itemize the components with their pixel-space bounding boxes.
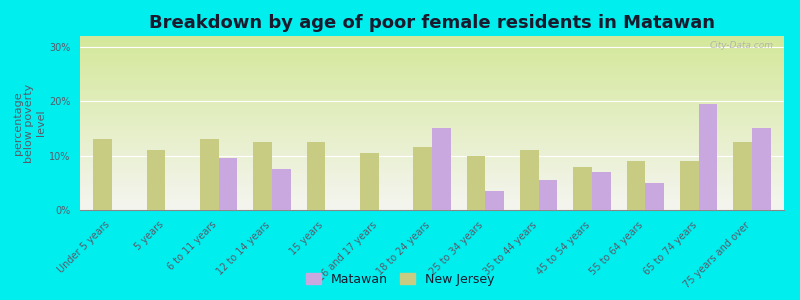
Title: Breakdown by age of poor female residents in Matawan: Breakdown by age of poor female resident… — [149, 14, 715, 32]
Bar — [734, 142, 752, 210]
Bar — [592, 172, 610, 210]
Bar — [200, 139, 218, 210]
Bar — [698, 104, 718, 210]
Bar — [466, 156, 486, 210]
Bar — [218, 158, 238, 210]
Bar — [646, 183, 664, 210]
Bar — [486, 191, 504, 210]
Bar — [626, 161, 646, 210]
Bar — [414, 148, 432, 210]
Bar — [94, 139, 112, 210]
Bar — [574, 167, 592, 210]
Text: City-Data.com: City-Data.com — [710, 41, 774, 50]
Bar — [680, 161, 698, 210]
Y-axis label: percentage
below poverty
level: percentage below poverty level — [13, 83, 46, 163]
Bar — [360, 153, 378, 210]
Bar — [306, 142, 326, 210]
Bar — [432, 128, 450, 210]
Bar — [254, 142, 272, 210]
Legend: Matawan, New Jersey: Matawan, New Jersey — [301, 268, 499, 291]
Bar — [752, 128, 770, 210]
Bar — [538, 180, 558, 210]
Bar — [520, 150, 538, 210]
Bar — [272, 169, 290, 210]
Bar — [146, 150, 166, 210]
